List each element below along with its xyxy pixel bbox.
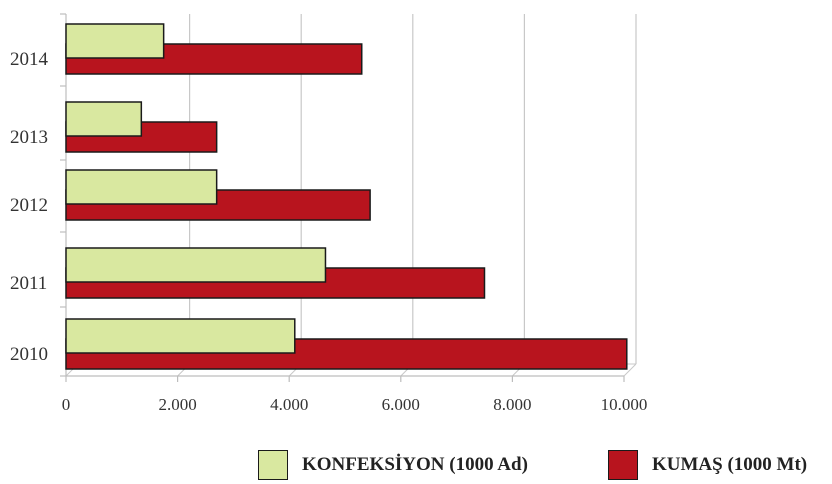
x-tick-label-1: 2.000 [158, 395, 196, 414]
bar-konfeksiyon-2012 [65, 169, 218, 205]
x-tick-label-2: 4.000 [270, 395, 308, 414]
x-tick-label-4: 8.000 [493, 395, 531, 414]
bar-konfeksiyon-2013 [65, 101, 143, 137]
bar-konfeksiyon-2011 [65, 247, 327, 283]
floor-diagonal-5 [623, 363, 637, 377]
legend-swatch-kumas [608, 450, 638, 480]
legend-item-kumas: KUMAŞ (1000 Mt) [608, 450, 807, 480]
y-tick-label-2011: 2011 [10, 273, 47, 294]
bars [65, 23, 628, 370]
legend-label-konfeksiyon: KONFEKSİYON (1000 Ad) [302, 454, 528, 475]
x-tick-label-3: 6.000 [382, 395, 420, 414]
legend-swatch-konfeksiyon [258, 450, 288, 480]
bar-chart: 2014 2013 2012 2011 2010 0 2.000 4.000 6.000 8.00… [10, 13, 647, 414]
y-tick-label-2013: 2013 [10, 127, 48, 148]
y-tick-label-2012: 2012 [10, 195, 48, 216]
bar-kumas-2012 [65, 189, 371, 221]
x-tick-label-0: 0 [62, 395, 71, 414]
bar-konfeksiyon-2014 [65, 23, 165, 59]
legend-label-kumas: KUMAŞ (1000 Mt) [652, 454, 808, 475]
x-tick-label-5: 10.000 [601, 395, 648, 414]
y-tick-label-2014: 2014 [10, 49, 49, 70]
bar-konfeksiyon-2010 [65, 318, 296, 354]
y-tick-label-2010: 2010 [10, 344, 48, 365]
legend-item-konfeksiyon: KONFEKSİYON (1000 Ad) [258, 450, 528, 480]
legend: KONFEKSİYON (1000 Ad) KUMAŞ (1000 Mt) [0, 450, 832, 484]
tick-labels: 2014 2013 2012 2011 2010 0 2.000 4.000 6.000 8.00… [10, 49, 647, 414]
